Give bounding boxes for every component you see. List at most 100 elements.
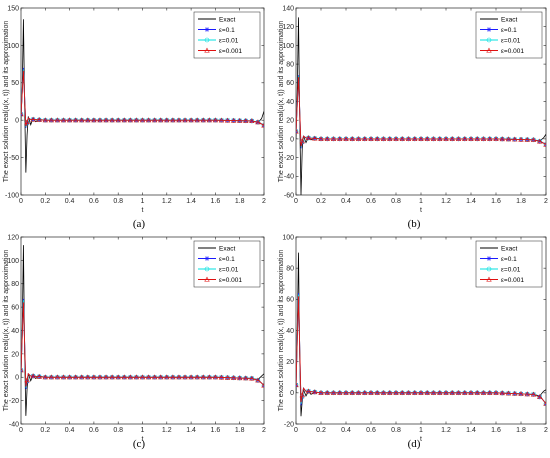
series-marker xyxy=(393,390,399,395)
legend-label: ε=0.001 xyxy=(219,48,242,55)
series-marker xyxy=(236,375,243,381)
series-marker xyxy=(97,117,103,123)
y-tick-label: 50 xyxy=(11,80,19,87)
legend-label: ε=0.001 xyxy=(219,277,242,284)
legend: Exact ε=0.1 ε=0.01 ε=0.001 xyxy=(193,240,261,288)
x-tick-label: 1.6 xyxy=(211,198,221,205)
series-marker xyxy=(324,136,330,141)
x-axis-label: t xyxy=(142,436,144,443)
series-marker xyxy=(543,141,546,147)
y-tick-label: 150 xyxy=(7,5,19,12)
y-tick-label: 0 xyxy=(15,375,19,382)
series-3 xyxy=(21,70,264,128)
y-tick-label: -40 xyxy=(9,421,19,428)
x-tick-label: 1.4 xyxy=(186,427,196,434)
series-marker xyxy=(255,119,261,125)
legend-label: ε=0.1 xyxy=(501,27,517,34)
x-tick-label: 0.8 xyxy=(113,427,123,434)
series-marker xyxy=(430,390,437,395)
panel-caption: (d) xyxy=(408,438,421,450)
legend-label: ε=0.1 xyxy=(219,27,235,34)
y-tick-label: 80 xyxy=(286,62,294,69)
series-marker xyxy=(424,390,430,395)
series-marker xyxy=(115,374,121,380)
y-tick-label: 80 xyxy=(286,266,294,273)
series-marker xyxy=(487,136,493,141)
series-marker xyxy=(218,117,225,123)
series-marker xyxy=(194,117,200,123)
series-marker xyxy=(362,136,368,141)
series-marker xyxy=(91,374,97,380)
x-tick-label: 0.6 xyxy=(366,198,376,205)
series-marker xyxy=(200,374,206,380)
series-marker xyxy=(139,117,146,123)
x-tick-label: 1 xyxy=(141,198,145,205)
series-marker xyxy=(412,390,418,395)
series-marker xyxy=(437,390,443,395)
series-marker xyxy=(474,390,480,395)
series-marker xyxy=(212,117,219,123)
legend-marker xyxy=(486,37,492,43)
series-marker xyxy=(380,136,387,141)
series-marker xyxy=(487,390,493,395)
series-marker xyxy=(480,136,487,141)
series-marker xyxy=(468,136,474,141)
series-marker xyxy=(54,117,61,123)
legend-item: ε=0.1 xyxy=(198,27,235,34)
series-marker xyxy=(462,136,468,141)
series-marker xyxy=(261,383,264,388)
x-tick-label: 1 xyxy=(141,427,145,434)
series-marker xyxy=(249,118,255,124)
legend-marker xyxy=(486,276,492,282)
x-axis-label: t xyxy=(142,207,144,214)
legend-label: Exact xyxy=(219,245,235,252)
y-tick-label: 20 xyxy=(286,118,294,125)
legend-item: Exact xyxy=(480,16,517,23)
y-tick-label: 100 xyxy=(282,43,294,50)
series-marker xyxy=(164,374,170,380)
series-marker xyxy=(30,116,36,122)
x-tick-label: 0.6 xyxy=(366,427,376,434)
series-marker xyxy=(170,117,176,123)
series-3 xyxy=(21,302,264,388)
series-marker xyxy=(362,390,368,395)
series-marker xyxy=(493,136,499,141)
series-marker xyxy=(312,135,318,141)
y-tick-label: -20 xyxy=(284,155,294,162)
series-marker xyxy=(296,382,299,388)
chart-panel-b: 0 0.2 0.4 0.6 0.8 1 1.2 1.4 1.6 1.8 2 -60 -40 -20 0 20 4… xyxy=(278,5,548,230)
y-tick-label: -20 xyxy=(284,421,294,428)
series-marker xyxy=(36,117,42,122)
series-marker xyxy=(121,117,127,123)
legend-item: Exact xyxy=(198,245,235,252)
series-marker xyxy=(449,390,455,395)
series-line xyxy=(296,77,546,147)
series-marker xyxy=(512,390,518,396)
series-marker xyxy=(524,391,530,397)
series-marker xyxy=(393,136,399,141)
series-marker xyxy=(151,117,158,123)
series-marker xyxy=(355,390,362,395)
series-marker xyxy=(97,374,103,380)
y-tick-label: 140 xyxy=(282,5,294,12)
series-marker xyxy=(243,118,249,123)
legend: Exact ε=0.1 ε=0.01 ε=0.001 xyxy=(193,11,261,59)
series-marker xyxy=(188,374,194,380)
y-tick-label: 120 xyxy=(282,24,294,31)
chart-panel-a: 0 0.2 0.4 0.6 0.8 1 1.2 1.4 1.6 1.8 2 -100 -50 0 50 100… xyxy=(3,5,266,230)
legend-marker xyxy=(204,276,210,282)
series-marker xyxy=(42,374,49,380)
series-marker xyxy=(418,136,424,141)
x-tick-label: 2 xyxy=(262,427,266,434)
legend-item: ε=0.01 xyxy=(198,37,239,44)
series-marker xyxy=(296,128,299,134)
x-tick-label: 0 xyxy=(19,198,23,205)
series-marker xyxy=(194,374,200,380)
series-marker xyxy=(518,136,524,142)
series-marker xyxy=(103,117,109,123)
series-marker xyxy=(21,112,24,117)
legend-label: Exact xyxy=(501,245,517,252)
series-marker xyxy=(164,117,170,123)
y-tick-label: -50 xyxy=(9,155,19,162)
series-marker xyxy=(133,117,140,123)
